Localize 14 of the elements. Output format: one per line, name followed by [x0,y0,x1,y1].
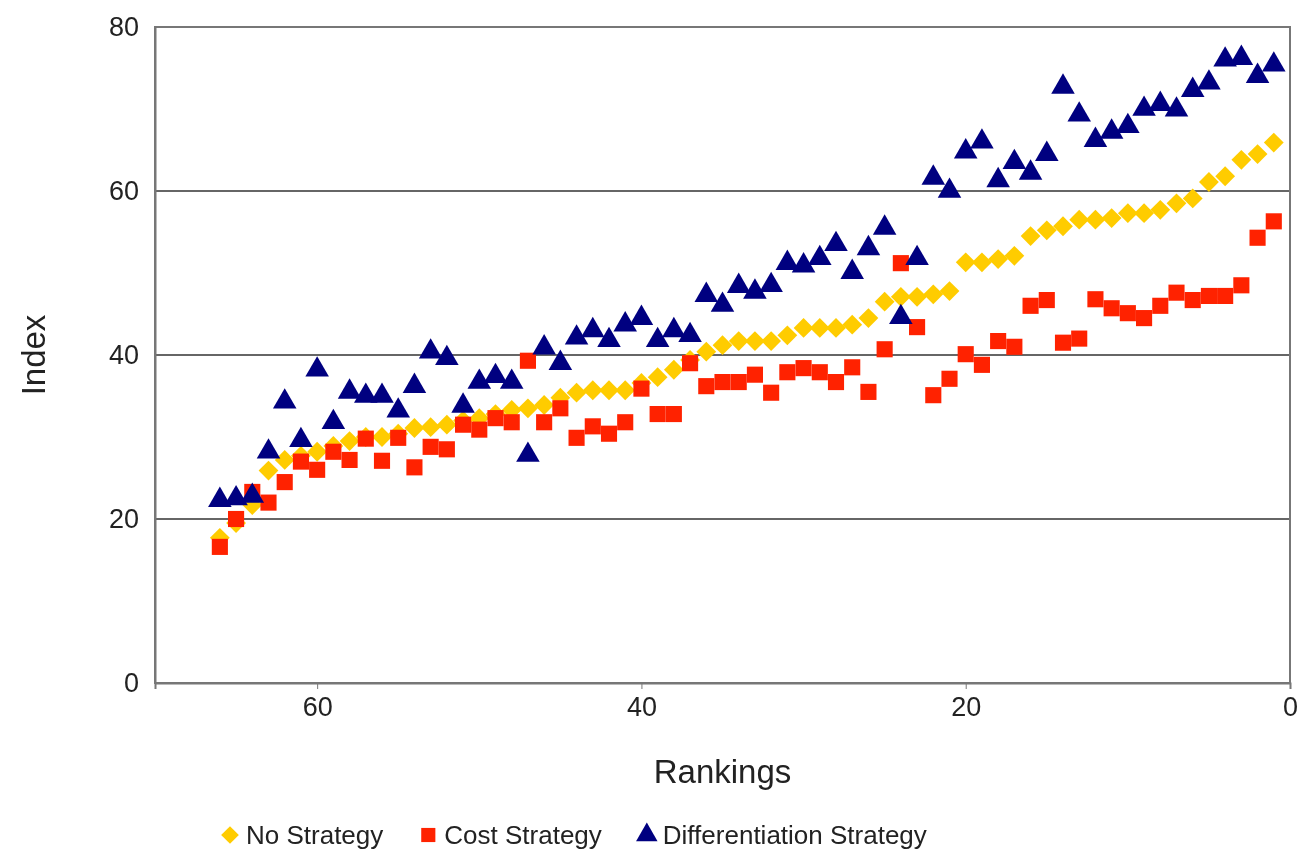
y-tick-label: 20 [108,504,139,535]
x-tick-label: 60 [302,692,333,723]
x-tick-label: 0 [1282,692,1299,723]
legend-label: Differentiation Strategy [662,820,927,850]
legend-label: No Strategy [246,820,384,850]
x-tick-label: 40 [626,692,657,723]
y-tick-label: 0 [123,668,139,699]
legend-label: Cost Strategy [444,820,602,850]
y-tick-label: 40 [108,340,139,371]
y-tick-label: 80 [108,12,139,43]
x-tick-label: 20 [951,692,982,723]
x-axis-title: Rankings [653,753,792,790]
y-axis-title: Index [15,314,52,396]
y-tick-label: 60 [108,176,139,207]
